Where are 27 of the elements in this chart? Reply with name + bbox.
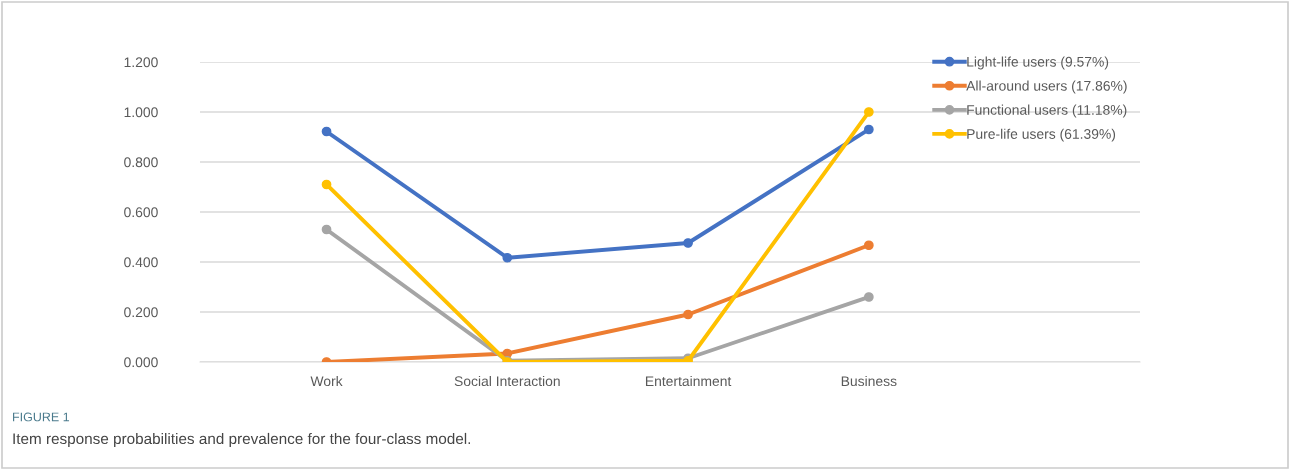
x-tick-label: Work [310, 375, 343, 387]
y-tick-label: 0.800 [124, 157, 158, 168]
x-tick-label: Social Interaction [454, 375, 560, 387]
point [321, 179, 332, 190]
legend-label: Pure-life users (61.39%) [967, 128, 1116, 142]
legend-label: Light-life users (9.57%) [967, 56, 1109, 70]
y-tick-label: 0.600 [124, 207, 158, 218]
y-tick-label: 1.200 [124, 57, 158, 68]
point [863, 107, 874, 117]
y-tick-label: 1.000 [124, 107, 158, 118]
point [321, 224, 332, 235]
point [683, 238, 693, 248]
x-tick-label: Business [841, 375, 897, 387]
legend-label: All-around users (17.86%) [966, 80, 1127, 94]
legend-label: Functional users (11.18%) [967, 104, 1127, 118]
point [863, 240, 874, 251]
point [321, 126, 332, 137]
x-tick-label: Entertainment [645, 375, 732, 387]
y-tick-label: 0.200 [124, 307, 158, 318]
y-tick-label: 0.400 [124, 257, 158, 268]
text: Item response probabilities and prevalence for the four-class model. [13, 432, 471, 448]
point [863, 124, 874, 135]
point [502, 252, 513, 263]
point [863, 292, 874, 302]
y-tick-label: 0.000 [124, 357, 158, 368]
text: FIGURE 1 [13, 412, 70, 422]
point [683, 309, 693, 320]
